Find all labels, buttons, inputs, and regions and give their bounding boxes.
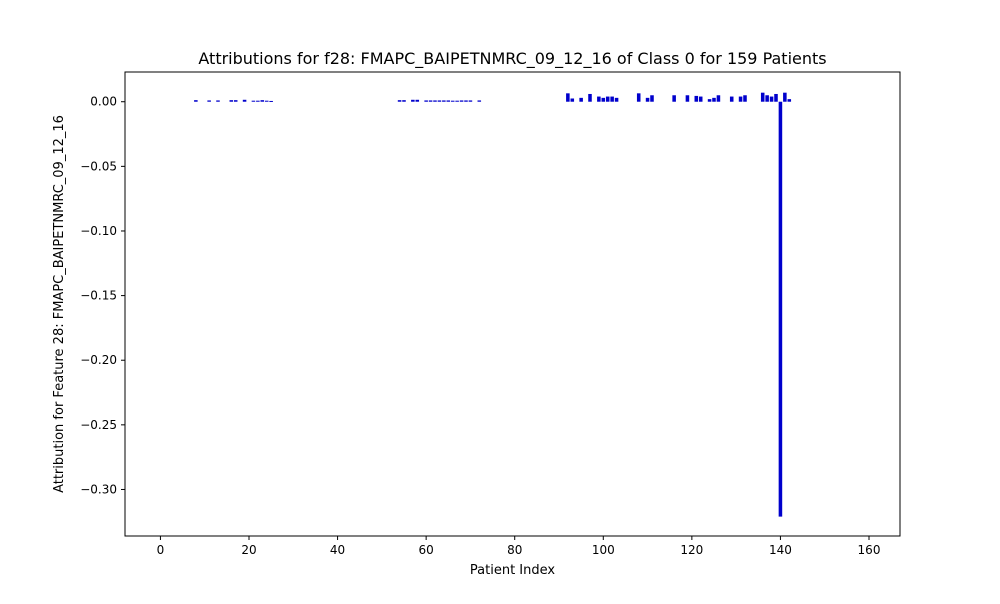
bar <box>698 96 703 102</box>
bar <box>566 93 570 102</box>
y-axis: 0.00 −0.05 −0.10 −0.15 −0.20 −0.25 −0.30 <box>80 95 125 496</box>
chart-title: Attributions for f28: FMAPC_BAIPETNMRC_0… <box>198 49 826 69</box>
y-tick-label: −0.10 <box>80 224 117 238</box>
bar <box>428 100 433 102</box>
bar <box>424 100 428 102</box>
y-tick-label: −0.15 <box>80 289 117 303</box>
bar <box>442 100 446 102</box>
bar <box>477 100 482 102</box>
bar <box>645 97 650 102</box>
bar <box>774 93 778 102</box>
bar <box>605 96 610 102</box>
x-tick-label: 140 <box>769 543 792 557</box>
bar <box>707 99 712 102</box>
bar <box>459 100 464 102</box>
bar <box>269 100 273 102</box>
bar <box>765 95 769 102</box>
bar <box>256 100 260 102</box>
x-axis-label: Patient Index <box>470 563 555 578</box>
bar <box>251 100 256 102</box>
bar <box>233 100 238 102</box>
bar <box>787 99 792 102</box>
x-tick-label: 60 <box>419 543 434 557</box>
bar <box>397 100 402 102</box>
x-tick-label: 100 <box>592 543 615 557</box>
bar <box>743 95 747 102</box>
x-tick-label: 40 <box>330 543 345 557</box>
bar <box>216 100 220 102</box>
bar <box>455 100 459 102</box>
bar <box>650 95 654 102</box>
bar <box>672 95 676 102</box>
bar <box>636 93 641 102</box>
bar <box>601 97 606 102</box>
bar <box>783 92 787 102</box>
bar <box>570 98 575 102</box>
plot-frame <box>124 71 901 537</box>
bar <box>614 97 619 102</box>
bar <box>450 100 455 102</box>
y-tick-label: −0.20 <box>80 353 117 367</box>
y-tick-label: −0.25 <box>80 418 117 432</box>
bar <box>760 92 765 102</box>
bar <box>411 99 415 102</box>
x-tick-label: 120 <box>680 543 703 557</box>
bar <box>464 100 468 102</box>
y-axis-label: Attribution for Feature 28: FMAPC_BAIPET… <box>52 115 67 493</box>
y-tick-label: −0.30 <box>80 482 117 496</box>
bar <box>242 99 247 102</box>
bar <box>588 93 592 102</box>
bars-group <box>194 92 792 517</box>
bar <box>402 100 406 102</box>
bar <box>778 101 783 517</box>
bar <box>685 95 690 102</box>
x-axis: 0 20 40 60 80 100 120 140 160 <box>157 536 881 557</box>
bar <box>207 100 211 102</box>
x-tick-label: 160 <box>858 543 881 557</box>
bar <box>694 95 699 102</box>
bar <box>729 96 734 102</box>
bar <box>579 97 583 102</box>
bar <box>468 100 473 102</box>
bar <box>610 96 614 102</box>
x-tick-label: 80 <box>507 543 522 557</box>
bar <box>597 96 601 102</box>
bar <box>437 100 442 102</box>
bar <box>194 100 198 102</box>
bar <box>769 96 774 102</box>
bar <box>415 99 420 102</box>
bar <box>260 100 265 102</box>
bar <box>264 100 269 102</box>
bar <box>738 96 743 102</box>
bar <box>446 100 451 102</box>
x-tick-label: 20 <box>241 543 256 557</box>
x-tick-label: 0 <box>157 543 165 557</box>
bar <box>712 97 716 102</box>
y-tick-label: −0.05 <box>80 159 117 173</box>
bar <box>229 100 234 102</box>
bar <box>433 100 437 102</box>
bar <box>716 95 721 102</box>
y-tick-label: 0.00 <box>90 95 117 109</box>
